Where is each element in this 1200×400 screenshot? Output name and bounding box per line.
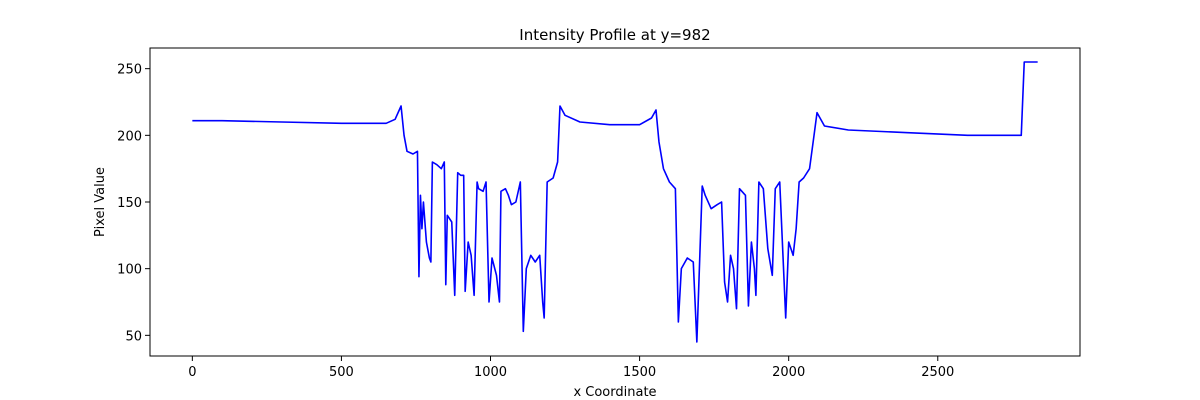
x-tick-label: 500 bbox=[329, 365, 354, 380]
y-tick-label: 250 bbox=[117, 63, 142, 78]
y-tick-label: 200 bbox=[117, 129, 142, 144]
plot-frame bbox=[149, 47, 1081, 357]
data-line bbox=[192, 61, 1038, 343]
y-tick-label: 50 bbox=[125, 329, 142, 344]
x-tick-label: 2500 bbox=[921, 365, 954, 380]
x-tick-label: 1500 bbox=[623, 365, 656, 380]
x-tick-label: 1000 bbox=[474, 365, 507, 380]
x-axis-label: x Coordinate bbox=[573, 385, 656, 400]
y-tick-label: 100 bbox=[117, 263, 142, 278]
chart-title: Intensity Profile at y=982 bbox=[519, 26, 710, 44]
y-tick-label: 150 bbox=[117, 196, 142, 211]
x-tick-label: 0 bbox=[188, 365, 196, 380]
x-tick-label: 2000 bbox=[772, 365, 805, 380]
y-axis-label: Pixel Value bbox=[93, 167, 108, 237]
